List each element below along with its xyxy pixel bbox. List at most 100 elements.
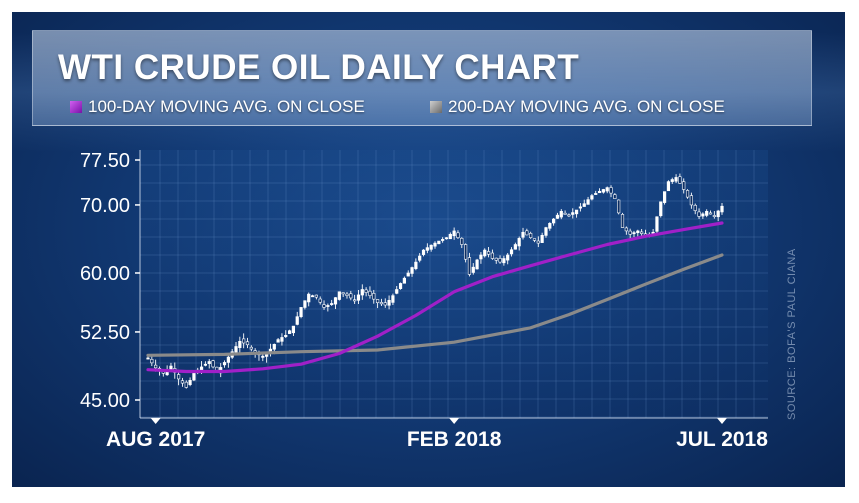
price-candle	[238, 340, 242, 348]
price-candle	[398, 283, 403, 289]
price-candle	[620, 214, 625, 228]
price-candle	[544, 227, 548, 236]
price-candle	[360, 289, 364, 296]
price-candle	[287, 330, 292, 334]
price-candle	[448, 233, 452, 240]
price-candle	[486, 251, 491, 255]
x-tick-mark	[449, 418, 460, 424]
price-candle	[234, 346, 238, 354]
price-candle	[693, 204, 697, 211]
price-candle	[464, 244, 468, 260]
price-candle	[372, 293, 376, 300]
price-candle	[609, 187, 613, 194]
price-candle	[678, 176, 682, 184]
price-candle	[697, 211, 701, 217]
price-candle	[617, 199, 621, 214]
price-candle	[192, 373, 196, 381]
price-candle	[475, 259, 479, 270]
price-candle	[479, 254, 483, 260]
price-candle	[395, 289, 399, 294]
price-candle	[456, 232, 460, 238]
grid	[140, 150, 768, 418]
price-candle	[529, 233, 533, 238]
price-candle	[383, 302, 387, 306]
price-candle	[180, 380, 185, 384]
price-candle	[632, 232, 636, 235]
legend-item-ma100: 100-DAY MOVING AVG. ON CLOSE	[70, 97, 365, 117]
ma200-line	[146, 253, 724, 357]
price-candle	[356, 294, 361, 301]
price-candle	[708, 212, 713, 215]
price-candle	[345, 293, 349, 296]
price-candle	[387, 300, 391, 306]
price-candle	[582, 203, 586, 207]
price-candle	[605, 187, 609, 192]
price-candle	[712, 215, 716, 217]
price-candle	[636, 230, 640, 234]
y-tick-label: 45.00	[80, 390, 130, 412]
price-candle	[402, 277, 406, 284]
title-banner	[32, 30, 812, 126]
price-candle	[410, 267, 414, 274]
price-candle	[594, 193, 598, 195]
y-tick-label: 52.50	[80, 322, 130, 344]
price-candle	[498, 258, 502, 263]
price-candle	[441, 239, 445, 241]
price-candle	[502, 258, 506, 264]
plot-area	[140, 150, 768, 418]
price-candle	[536, 240, 540, 244]
price-candle	[222, 362, 227, 366]
y-tick-label: 77.50	[80, 150, 130, 172]
price-candle	[624, 227, 628, 232]
price-candle	[509, 249, 514, 255]
legend-swatch-ma100	[70, 101, 82, 113]
price-candle	[211, 360, 215, 368]
legend-swatch-ma200	[430, 101, 442, 113]
price-candle	[670, 179, 674, 182]
price-candle	[444, 237, 449, 240]
price-candle	[276, 339, 280, 343]
price-candle	[375, 299, 380, 303]
x-tick-mark	[717, 418, 727, 424]
price-candle	[716, 210, 720, 218]
price-candle	[674, 177, 678, 182]
price-candle	[574, 209, 579, 215]
price-candle	[242, 338, 246, 344]
price-candle	[414, 261, 418, 269]
price-candle	[245, 341, 250, 346]
price-candle	[517, 238, 521, 247]
price-candle	[280, 337, 284, 342]
price-candle	[662, 191, 667, 203]
price-candle	[525, 230, 529, 236]
price-candle	[368, 290, 372, 296]
price-candle	[299, 307, 303, 317]
price-candle	[705, 210, 709, 216]
x-tick-label: AUG 2017	[106, 428, 205, 451]
price-candle	[578, 206, 583, 209]
price-candle	[330, 303, 334, 305]
price-candle	[666, 181, 671, 192]
price-candle	[513, 244, 517, 250]
price-candle	[333, 297, 338, 305]
price-candle	[379, 302, 384, 305]
price-candle	[322, 304, 326, 308]
price-candle	[521, 231, 525, 238]
price-candle	[146, 357, 150, 360]
price-candle	[284, 335, 288, 337]
price-candle	[341, 292, 345, 295]
y-tick-label: 60.00	[80, 263, 130, 285]
price-candle	[685, 190, 690, 198]
price-candle	[586, 199, 590, 205]
price-candle	[291, 325, 296, 334]
x-tick-label: JUL 2018	[676, 428, 768, 451]
source-credit: SOURCE: BOFA'S PAUL CIANA	[786, 248, 798, 420]
price-candle	[154, 364, 158, 369]
price-candle	[318, 298, 322, 303]
legend-label-ma200: 200-DAY MOVING AVG. ON CLOSE	[448, 97, 725, 116]
price-candle	[303, 300, 307, 308]
chart-title: WTI CRUDE OIL DAILY CHART	[58, 48, 580, 87]
price-candle	[226, 356, 230, 363]
price-candle	[452, 230, 456, 237]
price-candle	[364, 289, 368, 293]
